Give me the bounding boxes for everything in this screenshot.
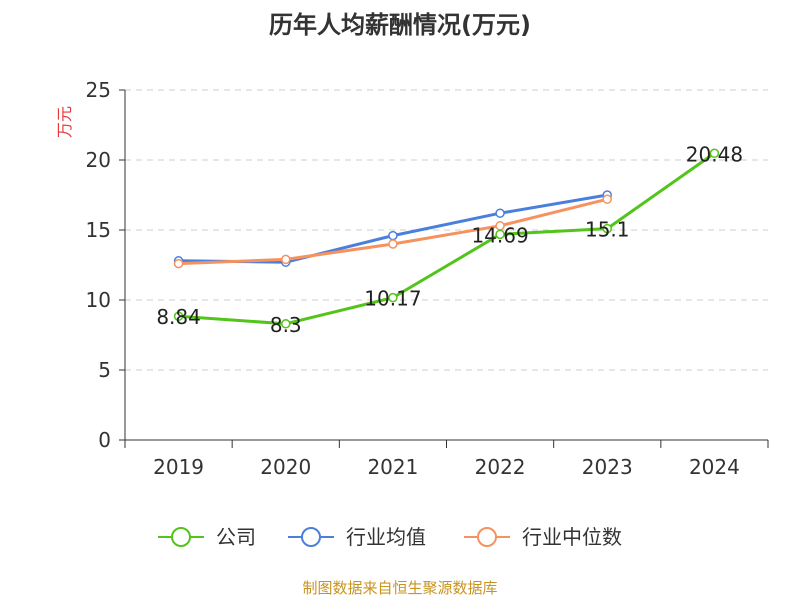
y-tick-label: 25 [86, 78, 111, 102]
data-point[interactable] [602, 223, 612, 234]
y-axis-unit: 万元 [55, 106, 74, 138]
y-tick-label: 15 [86, 218, 111, 242]
y-tick-label: 10 [86, 288, 111, 312]
data-point[interactable] [709, 148, 720, 159]
legend-marker-company [171, 527, 191, 547]
data-label: 8.3 [270, 313, 302, 337]
legend-marker-industry-mean [301, 527, 321, 547]
x-tick-label: 2019 [153, 455, 204, 479]
data-point[interactable] [281, 319, 291, 329]
x-axis-ticks: 2019 2020 2021 2022 2023 2024 [124, 440, 769, 479]
y-tick-label: 5 [98, 358, 111, 382]
data-label: 15.1 [585, 218, 630, 242]
data-point[interactable] [602, 194, 612, 204]
x-tick-label: 2022 [475, 455, 526, 479]
legend-label-industry-mean: 行业均值 [346, 525, 426, 549]
data-source-note: 制图数据来自恒生聚源数据库 [302, 579, 497, 597]
data-labels: 8.84 8.3 10.17 14.69 15.1 20.48 [156, 142, 743, 337]
y-axis-ticks: 0 5 10 15 20 25 [86, 78, 125, 452]
chart-title: 历年人均薪酬情况(万元) [269, 11, 531, 39]
x-tick-label: 2024 [689, 455, 740, 479]
data-point[interactable] [388, 230, 398, 241]
x-tick-label: 2023 [582, 455, 633, 479]
legend: 公司 行业均值 行业中位数 [158, 525, 622, 549]
data-point[interactable] [495, 208, 505, 218]
data-label: 10.17 [364, 287, 421, 311]
x-tick-label: 2020 [260, 455, 311, 479]
series-line-0 [177, 151, 716, 326]
y-tick-label: 20 [86, 148, 111, 172]
legend-item-company[interactable]: 公司 [158, 525, 256, 549]
series-line-1 [177, 193, 609, 264]
grid-lines [125, 89, 768, 371]
data-point[interactable] [173, 258, 184, 269]
data-point[interactable] [173, 311, 184, 321]
y-tick-label: 0 [98, 428, 111, 452]
data-label: 14.69 [471, 223, 528, 247]
data-point[interactable] [281, 254, 291, 265]
data-point[interactable] [388, 239, 398, 249]
data-point[interactable] [388, 292, 398, 303]
legend-label-industry-median: 行业中位数 [522, 525, 622, 549]
legend-item-industry-mean[interactable]: 行业均值 [288, 525, 426, 549]
data-point[interactable] [495, 229, 505, 240]
data-label: 8.84 [156, 305, 201, 329]
legend-item-industry-median[interactable]: 行业中位数 [464, 525, 622, 549]
data-label: 20.48 [686, 142, 743, 166]
legend-label-company: 公司 [216, 525, 256, 549]
legend-marker-industry-median [477, 527, 497, 547]
series-lines [173, 148, 720, 329]
x-tick-label: 2021 [367, 455, 418, 479]
